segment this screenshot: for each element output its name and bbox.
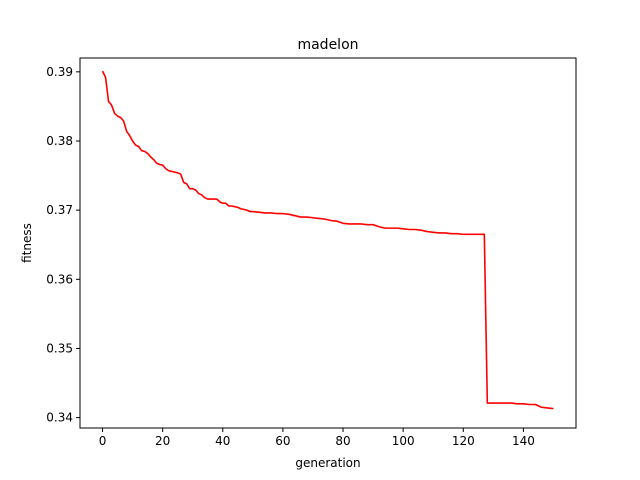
chart-title: madelon [297,37,358,53]
x-tick-label: 140 [512,434,535,448]
x-tick-label: 100 [392,434,415,448]
x-axis: 0 20 40 60 80 100 120 140 [99,428,535,448]
plot-area [101,70,554,410]
x-axis-label: generation [295,456,360,470]
series-line [101,70,554,410]
x-tick-label: 0 [99,434,107,448]
x-tick-label: 60 [275,434,290,448]
y-tick-label: 0.35 [46,341,73,355]
y-axis: 0.34 0.35 0.36 0.37 0.38 0.39 [46,65,80,425]
y-tick-label: 0.36 [46,272,73,286]
axes-frame [79,57,577,429]
x-tick-label: 80 [335,434,350,448]
x-tick-label: 120 [452,434,475,448]
y-tick-label: 0.39 [46,65,73,79]
x-tick-label: 20 [155,434,170,448]
x-tick-label: 40 [215,434,230,448]
y-tick-label: 0.34 [46,411,73,425]
y-tick-label: 0.37 [46,203,73,217]
y-tick-label: 0.38 [46,134,73,148]
y-axis-label: fitness [20,223,34,263]
